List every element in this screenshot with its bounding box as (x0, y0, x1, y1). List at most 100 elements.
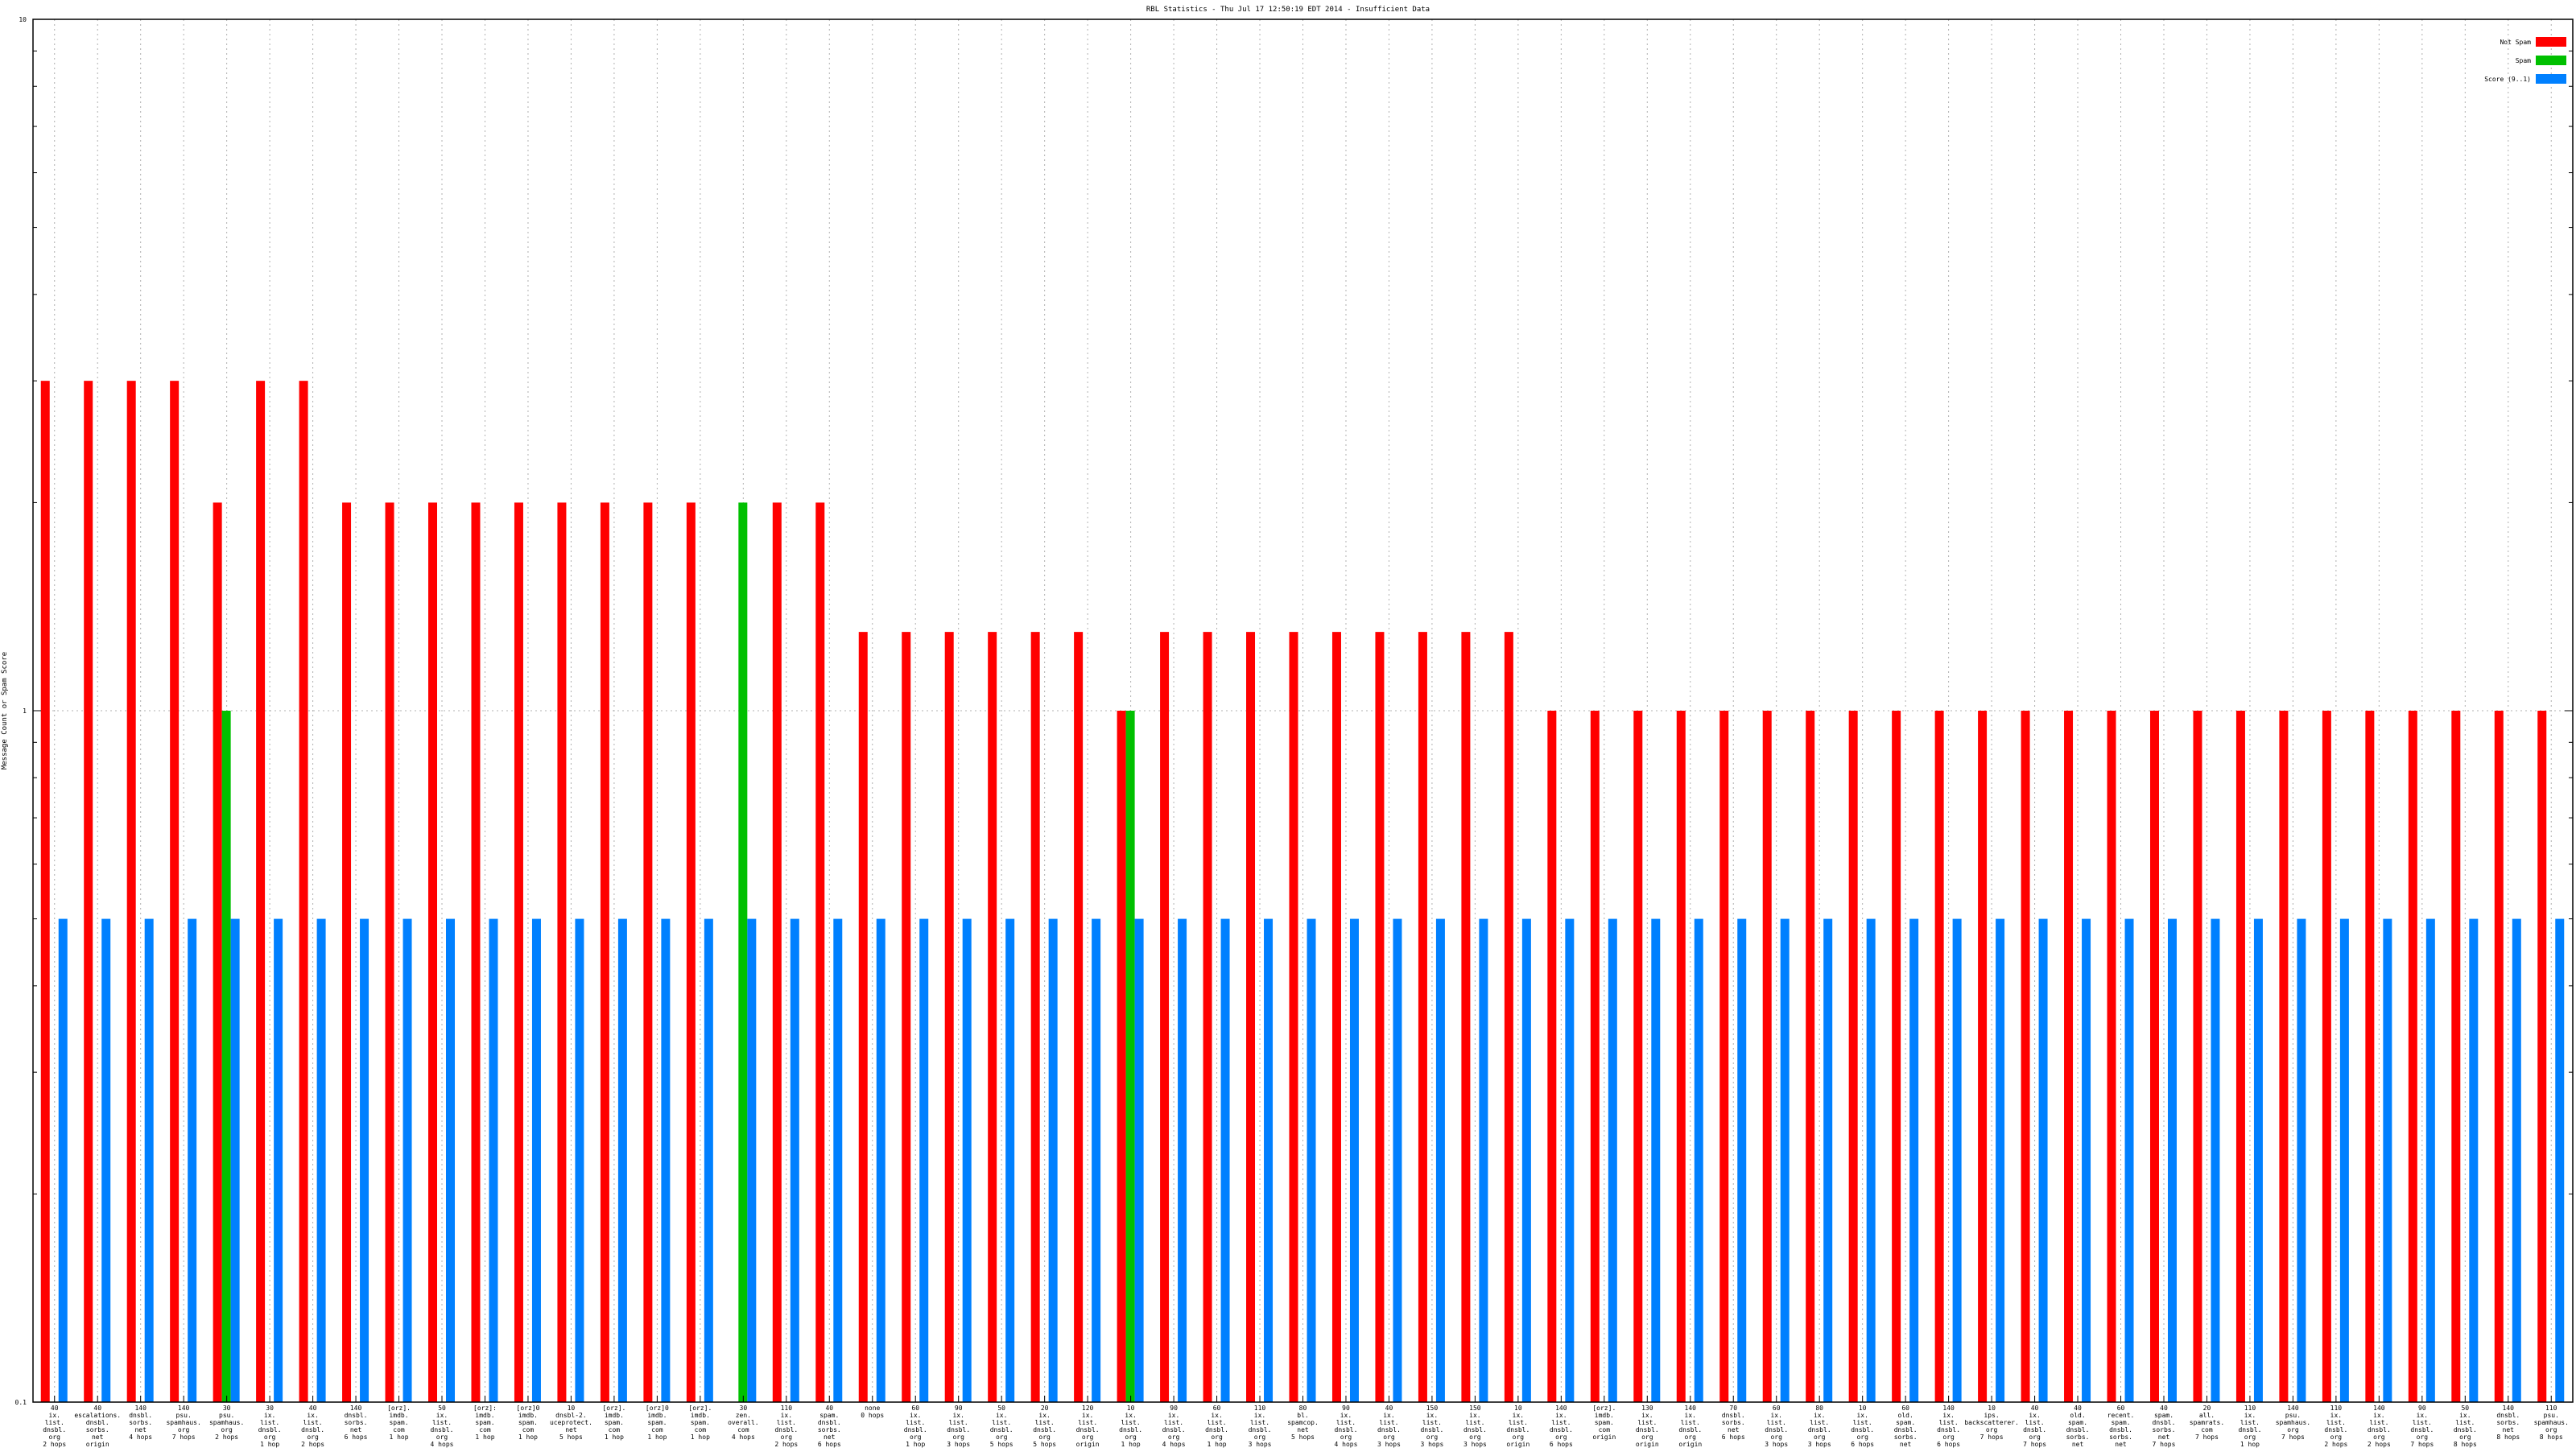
x-tick-label-line: dnsbl. (1894, 1426, 1918, 1433)
bar-score-9-1 (1307, 918, 1316, 1402)
x-tick-label-line: old. (1898, 1412, 1913, 1419)
x-tick-label-line: spamrats. (2190, 1419, 2224, 1426)
x-tick-label-line: ix. (1641, 1412, 1653, 1419)
bar-score-9-1 (1134, 918, 1144, 1402)
x-tick-label-line: list. (1509, 1419, 1528, 1426)
bar-not-spam (1547, 711, 1557, 1402)
x-tick-label-line: all. (2199, 1412, 2215, 1419)
x-tick-label-line: 150 (1426, 1405, 1439, 1412)
x-tick-label-line: 7 hops (1980, 1433, 2004, 1441)
x-tick-label-line: net (1900, 1441, 1912, 1448)
x-tick-label-line: [orz]. (1592, 1405, 1616, 1412)
x-tick-label-line: 1 hop (518, 1433, 538, 1441)
bar-score-9-1 (1220, 918, 1230, 1402)
x-tick-label-line: list. (2413, 1419, 2432, 1426)
x-tick-label-line: com (522, 1426, 535, 1433)
x-tick-label: 40 ix. list. dnsbl. org 3 hops (1377, 1405, 1401, 1448)
x-tick-label-line: list. (777, 1419, 796, 1426)
x-tick-label: 140 dnsbl. sorbs. net 6 hops (345, 1405, 368, 1441)
x-tick-label-line: 3 hops (1420, 1441, 1443, 1448)
x-tick-label-line: 20 (2203, 1405, 2211, 1412)
bar-not-spam (1633, 711, 1643, 1402)
x-tick-label-line: ix. (436, 1412, 448, 1419)
x-tick-label-line: org (436, 1433, 448, 1441)
bar-score-9-1 (2124, 918, 2134, 1402)
bar-score-9-1 (316, 918, 326, 1402)
x-tick-label-line: psu. (176, 1412, 192, 1419)
x-tick-label-line: 110 (781, 1405, 793, 1412)
x-tick-label-line: 90 (1342, 1405, 1350, 1412)
x-tick-label-line: 10 (568, 1405, 576, 1412)
x-tick-label-line: ix. (910, 1412, 921, 1419)
x-tick-label-line: 2 hops (2368, 1441, 2391, 1448)
x-tick-label-line: bl. (1297, 1412, 1308, 1419)
bar-not-spam (126, 381, 136, 1402)
x-tick-label-line: 8 hops (2540, 1433, 2563, 1441)
bar-not-spam (2322, 711, 2331, 1402)
x-tick-label-line: ix. (1038, 1412, 1050, 1419)
x-tick-label-line: 120 (1082, 1405, 1094, 1412)
bar-score-9-1 (2211, 918, 2220, 1402)
x-tick-label-line: org (1038, 1433, 1051, 1441)
x-tick-label-line: org (1082, 1433, 1094, 1441)
x-tick-label: 30 ix. list. dnsbl. org 1 hop (258, 1405, 282, 1448)
x-tick-label-line: org (2373, 1433, 2385, 1441)
x-tick-label-line: recent. (2107, 1412, 2135, 1419)
x-tick-label-line: ix. (781, 1412, 792, 1419)
x-tick-label-line: org (1770, 1433, 1782, 1441)
x-tick-label-line: dnsbl. (43, 1426, 66, 1433)
bar-score-9-1 (1349, 918, 1359, 1402)
x-tick-label-line: net (1297, 1426, 1309, 1433)
x-tick-label-line: org (49, 1433, 61, 1441)
x-tick-label-line: org (1641, 1433, 1653, 1441)
x-tick-label-line: org (307, 1433, 319, 1441)
bar-score-9-1 (230, 918, 240, 1402)
x-tick-label-line: 5 hops (559, 1433, 583, 1441)
bar-not-spam (772, 502, 782, 1402)
x-tick-label-line: spam. (389, 1419, 408, 1426)
x-tick-label: 60 ix. list. dnsbl. org 1 hop (904, 1405, 927, 1448)
x-tick-label: 150 ix. list. dnsbl. org 3 hops (1420, 1405, 1443, 1448)
bar-score-9-1 (919, 918, 929, 1402)
bar-not-spam (2537, 711, 2547, 1402)
x-tick-label-line: 7 hops (2023, 1441, 2046, 1448)
bar-not-spam (643, 502, 653, 1402)
x-tick-label-line: list. (2455, 1419, 2475, 1426)
x-tick-label-line: 3 hops (1463, 1441, 1487, 1448)
x-tick-label-line: 4 hops (431, 1441, 454, 1448)
bar-score-9-1 (1780, 918, 1790, 1402)
x-tick-label: 110 psu. spamhaus. org 8 hops (2534, 1405, 2569, 1441)
bar-not-spam (1030, 632, 1040, 1402)
x-tick-label-line: psu. (2285, 1412, 2301, 1419)
x-tick-label-line: 1 hop (647, 1433, 667, 1441)
bar-not-spam (40, 381, 50, 1402)
x-tick-label-line: overall. (728, 1419, 759, 1426)
x-tick-label-line: ix. (1340, 1412, 1352, 1419)
x-tick-label-line: 5 hops (1033, 1441, 1056, 1448)
x-tick-label-line: spam. (518, 1419, 538, 1426)
bar-score-9-1 (402, 918, 412, 1402)
x-tick-label-line: sorbs. (2153, 1426, 2176, 1433)
bar-score-9-1 (1737, 918, 1747, 1402)
bar-score-9-1 (2512, 918, 2521, 1402)
x-tick-label-line: sorbs. (2496, 1419, 2520, 1426)
x-tick-label-line: org (221, 1426, 233, 1433)
x-tick-label-line: dnsbl. (2368, 1426, 2391, 1433)
bar-not-spam (858, 632, 868, 1402)
x-tick-label-line: dnsbl. (1249, 1426, 1272, 1433)
x-tick-label-line: 1 hop (1208, 1441, 1227, 1448)
x-tick-label-line: imdb. (1595, 1412, 1614, 1419)
x-tick-label-line: dnsbl. (2066, 1426, 2090, 1433)
x-tick-label: 40 spam. dnsbl. sorbs. net 6 hops (818, 1405, 841, 1448)
x-tick-label-line: ix. (2459, 1412, 2471, 1419)
bar-not-spam (1806, 711, 1815, 1402)
x-tick-label-line: 6 hops (818, 1441, 841, 1448)
x-tick-label-line: net (2158, 1433, 2170, 1441)
bar-not-spam (514, 502, 523, 1402)
x-tick-label-line: org (1254, 1433, 1266, 1441)
x-tick-label-line: list. (2326, 1419, 2346, 1426)
x-tick-label-line: 1 hop (1121, 1441, 1141, 1448)
x-tick-label: 110 ix. list. dnsbl. org 2 hops (2324, 1405, 2347, 1448)
x-tick-label-line: dnsbl. (1550, 1426, 1573, 1433)
x-tick-label-line: ix. (1254, 1412, 1265, 1419)
